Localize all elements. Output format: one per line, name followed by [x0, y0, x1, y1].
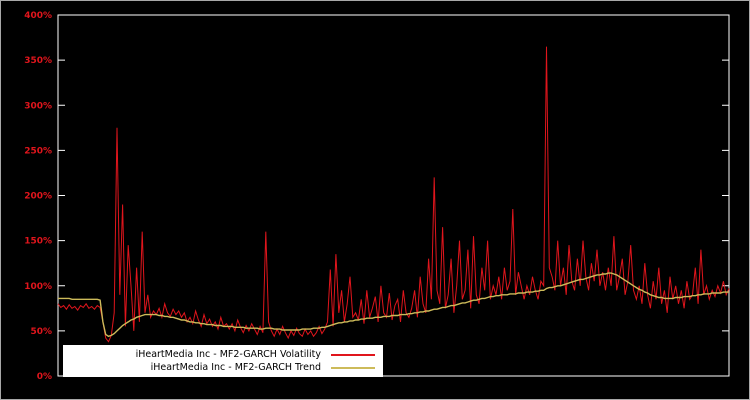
trend-line: [58, 272, 729, 338]
legend-line-sample-volatility: [331, 353, 375, 356]
y-axis-label: 300%: [24, 101, 52, 111]
legend-item-volatility: iHeartMedia Inc - MF2-GARCH Volatility: [71, 348, 375, 361]
y-axis-label: 0%: [37, 372, 52, 382]
legend-label-volatility: iHeartMedia Inc - MF2-GARCH Volatility: [135, 349, 321, 360]
y-axis-label: 400%: [24, 11, 52, 21]
y-axis-label: 100%: [24, 282, 52, 292]
legend: iHeartMedia Inc - MF2-GARCH Volatility i…: [63, 345, 383, 377]
volatility-line: [57, 46, 730, 343]
legend-line-sample-trend: [331, 366, 375, 369]
y-axis-label: 250%: [24, 146, 52, 156]
plot-border: [57, 14, 730, 377]
y-axis-label: 350%: [24, 56, 52, 66]
legend-label-trend: iHeartMedia Inc - MF2-GARCH Trend: [150, 362, 321, 373]
y-axis-label: 50%: [30, 327, 52, 337]
y-axis-label: 200%: [24, 192, 52, 202]
legend-item-trend: iHeartMedia Inc - MF2-GARCH Trend: [71, 361, 375, 374]
y-axis-label: 150%: [24, 237, 52, 247]
